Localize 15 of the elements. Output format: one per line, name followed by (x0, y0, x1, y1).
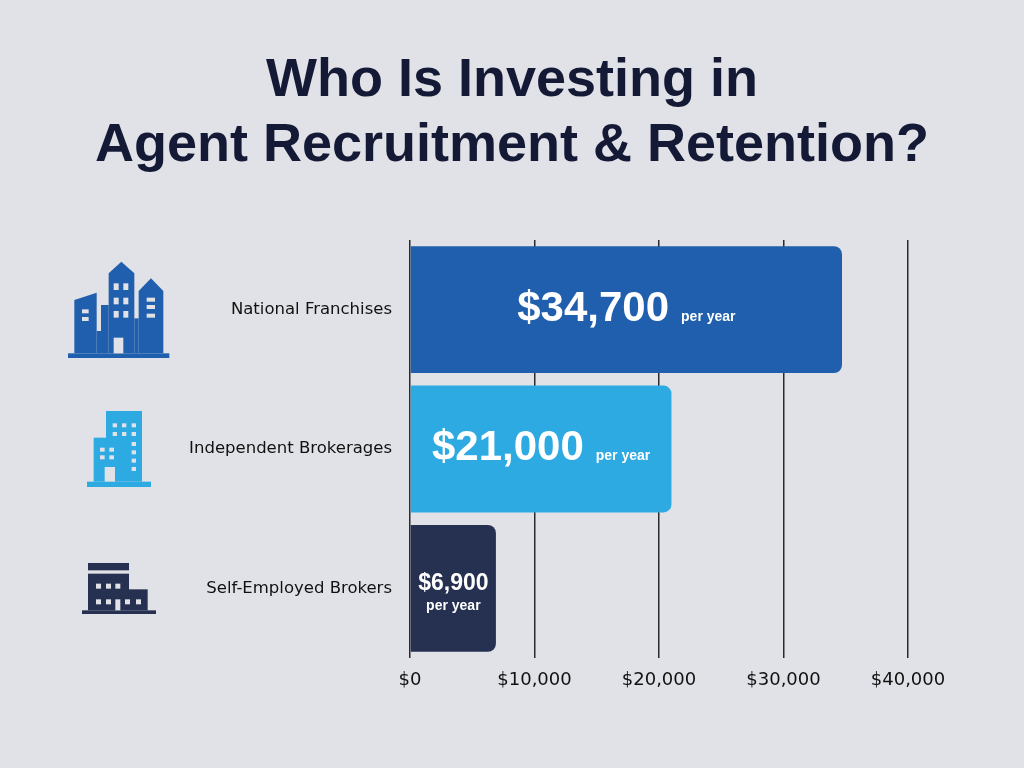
bar (410, 246, 843, 374)
x-tick-label: $20,000 (621, 668, 697, 690)
bar (410, 524, 496, 652)
chart-title: Who Is Investing in Agent Recruitment & Retention? (94, 46, 930, 174)
y-tick-label: National Franchises (230, 298, 392, 318)
x-tick-label: $30,000 (746, 668, 821, 690)
bar (410, 385, 672, 513)
y-tick-label: Independent Brokerages (189, 438, 392, 458)
data-label: $34,700 per year (517, 282, 737, 330)
x-tick-label: $40,000 (870, 668, 946, 690)
x-tick-label: $0 (398, 668, 422, 690)
x-tick-label: $10,000 (497, 668, 572, 690)
data-label: $6,900 per year (418, 568, 489, 614)
y-tick-label: Self-Employed Brokers (206, 577, 392, 597)
data-label: $21,000 per year (431, 422, 651, 470)
